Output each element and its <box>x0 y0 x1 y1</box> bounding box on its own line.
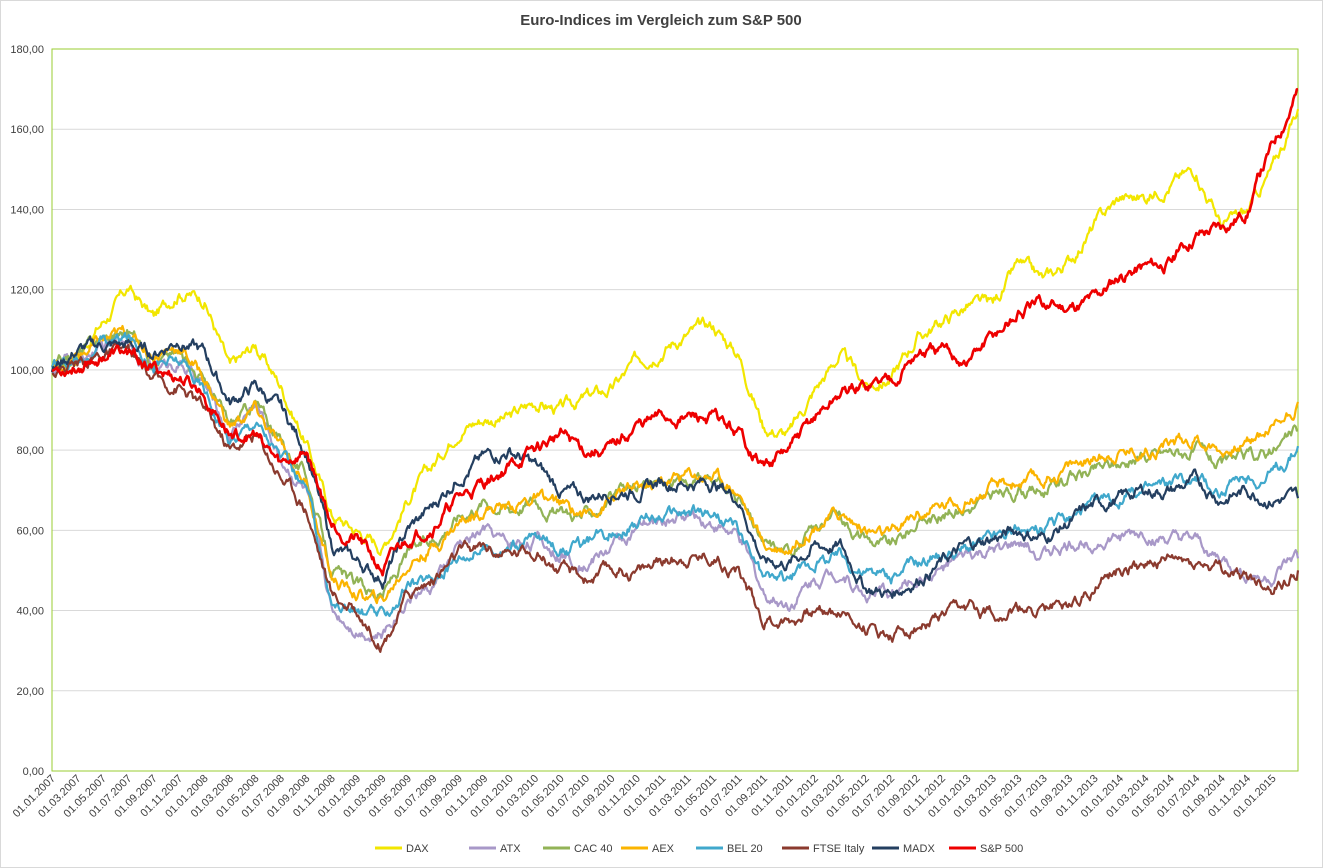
gridlines <box>52 128 1298 692</box>
legend-label: DAX <box>406 843 429 855</box>
series-line-dax <box>50 108 1300 557</box>
series-line-madx <box>50 335 1300 599</box>
series-line-bel-20 <box>50 331 1300 618</box>
legend-label: BEL 20 <box>727 843 763 855</box>
y-tick-label: 0,00 <box>23 766 44 778</box>
y-tick-label: 140,00 <box>10 204 44 216</box>
plot-area-border <box>51 48 1299 772</box>
y-axis: 0,00 20,00 40,00 60,00 80,00 100,00 120,00 140,… <box>10 44 44 778</box>
legend-label: S&P 500 <box>980 843 1023 855</box>
y-tick-label: 20,00 <box>16 686 44 698</box>
legend-label: MADX <box>903 843 935 855</box>
y-tick-label: 100,00 <box>10 365 44 377</box>
y-tick-label: 40,00 <box>16 606 44 618</box>
series-line-cac-40 <box>50 329 1299 602</box>
chart-title: Euro-Indices im Vergleich zum S&P 500 <box>520 12 802 29</box>
legend: DAX ATX CAC 40 AEX BEL 20 FTSE Italy MADX S&P 5… <box>375 843 1023 855</box>
legend-label: CAC 40 <box>574 843 613 855</box>
y-tick-label: 160,00 <box>10 124 44 136</box>
y-tick-label: 120,00 <box>10 285 44 297</box>
legend-label: ATX <box>500 843 521 855</box>
legend-label: AEX <box>652 843 675 855</box>
series-line-atx <box>51 335 1300 643</box>
y-tick-label: 60,00 <box>16 525 44 537</box>
series-line-aex <box>51 324 1300 605</box>
y-tick-label: 180,00 <box>10 44 44 56</box>
y-tick-label: 80,00 <box>16 445 44 457</box>
series-line-s-p-500 <box>51 87 1299 577</box>
series-lines <box>50 87 1300 654</box>
legend-label: FTSE Italy <box>813 843 865 855</box>
